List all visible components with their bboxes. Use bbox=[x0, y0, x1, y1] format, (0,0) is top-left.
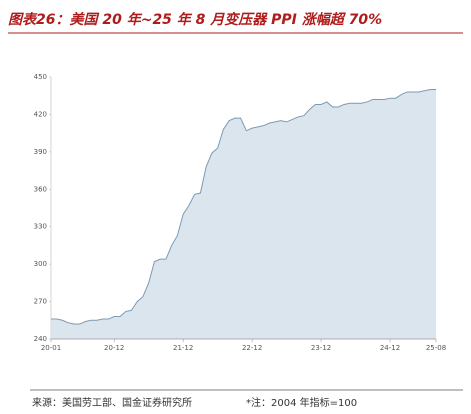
y-tick-label: 420 bbox=[34, 110, 47, 118]
x-tick-label: 25-08 bbox=[426, 344, 446, 352]
source: 来源：美国劳工部、国金证券研究所 bbox=[32, 396, 192, 409]
y-tick-label: 300 bbox=[34, 260, 47, 268]
x-tick-label: 24-12 bbox=[380, 344, 400, 352]
x-tick-label: 20-01 bbox=[41, 344, 61, 352]
x-tick-label: 23-12 bbox=[311, 344, 331, 352]
area bbox=[51, 89, 436, 339]
x-tick-label: 20-12 bbox=[104, 344, 124, 352]
note: *注：2004 年指标=100 bbox=[246, 396, 357, 409]
line bbox=[51, 88, 436, 325]
x-tick-label: 21-12 bbox=[173, 344, 193, 352]
y-tick-label: 240 bbox=[34, 335, 47, 343]
y-tick-label: 270 bbox=[34, 298, 47, 306]
y-tick-label: 390 bbox=[34, 148, 47, 156]
chart-title: 图表26：美国 20 年~25 年 8 月变压器 PPI 涨幅超 70% bbox=[8, 11, 382, 28]
y-tick-label: 360 bbox=[34, 185, 47, 193]
y-tick-label: 330 bbox=[34, 223, 47, 231]
x-tick-label: 22-12 bbox=[242, 344, 262, 352]
y-tick-label: 450 bbox=[34, 73, 47, 81]
